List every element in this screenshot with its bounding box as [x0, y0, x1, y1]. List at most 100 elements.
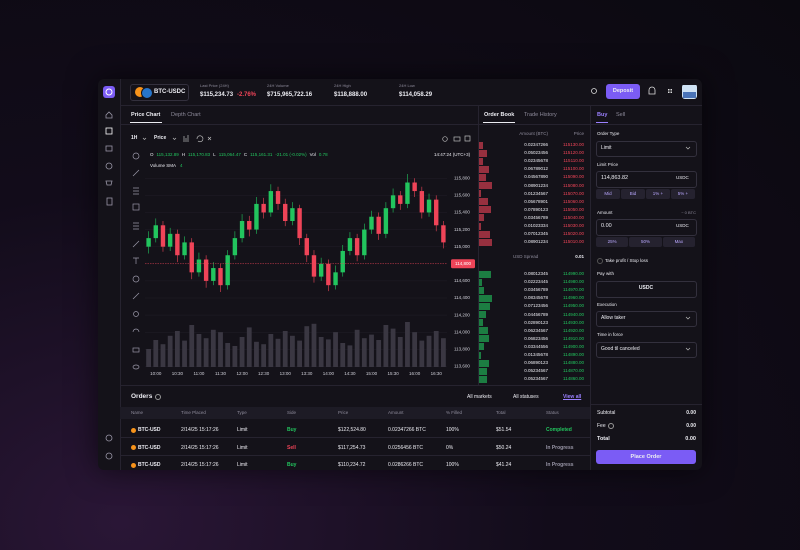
- tool-fib[interactable]: [133, 187, 139, 195]
- volume-bar: [369, 334, 374, 367]
- subtotal: 0.00: [686, 410, 696, 416]
- place-order-button[interactable]: [596, 450, 696, 464]
- nav-settings[interactable]: [105, 452, 113, 460]
- tool-magnet[interactable]: [132, 328, 140, 333]
- column-header: % Filled: [446, 410, 463, 415]
- tool-channel[interactable]: [133, 222, 139, 230]
- volume-bar: [419, 340, 425, 367]
- pay-with-button[interactable]: [596, 281, 697, 298]
- apps-icon[interactable]: [668, 89, 672, 93]
- order-type-select[interactable]: [596, 141, 697, 157]
- candle-body: [203, 259, 209, 281]
- x-tick-label: 13:00: [280, 371, 292, 376]
- info-icon[interactable]: [608, 423, 614, 429]
- quick-button-label: 1% +: [652, 191, 664, 196]
- nav-history[interactable]: [105, 162, 113, 170]
- price: 114980.00: [563, 279, 584, 285]
- candle-body: [354, 238, 360, 256]
- limit-price-input[interactable]: [596, 171, 697, 188]
- tab[interactable]: Sell: [616, 112, 626, 118]
- tool-eye[interactable]: [132, 364, 140, 370]
- chevron[interactable]: [142, 137, 147, 140]
- tool-zoom[interactable]: [133, 311, 139, 317]
- tab[interactable]: Price Chart: [131, 112, 161, 118]
- x-tick-label: 14:00: [323, 371, 335, 376]
- tif-select[interactable]: [596, 342, 697, 358]
- price: 114960.00: [563, 295, 584, 301]
- price: 115030.00: [563, 223, 584, 228]
- candle-body: [290, 208, 295, 222]
- quick-button[interactable]: [671, 189, 695, 199]
- quick-button-label: Bid: [629, 191, 637, 196]
- bell-icon[interactable]: [648, 86, 656, 95]
- tool-emoji[interactable]: [132, 275, 140, 283]
- field-label: Execution: [597, 302, 617, 307]
- tool-rect[interactable]: [132, 203, 140, 211]
- indicators-icon[interactable]: [183, 135, 189, 142]
- search-icon[interactable]: [591, 88, 597, 94]
- tool-brush[interactable]: [132, 240, 140, 248]
- tab[interactable]: Order Book: [484, 112, 515, 118]
- tool-crosshair[interactable]: [132, 152, 140, 160]
- column-header: Type: [237, 410, 247, 415]
- header-icons: [591, 85, 697, 99]
- candle-body: [232, 238, 238, 256]
- nav-docs[interactable]: [106, 197, 113, 206]
- amount-hint: ~ 0 BTC: [681, 210, 696, 215]
- tab[interactable]: Trade History: [524, 112, 557, 118]
- nav-shop[interactable]: [105, 180, 113, 186]
- chart-mode[interactable]: Price: [154, 135, 167, 141]
- amount-input[interactable]: [596, 219, 697, 236]
- x-tick-label: 12:30: [258, 371, 270, 376]
- depth-bar: [479, 173, 486, 181]
- deposit-button[interactable]: [606, 84, 640, 99]
- price: 114910.00: [563, 335, 584, 341]
- tool-text[interactable]: [133, 257, 139, 264]
- nav-support[interactable]: [105, 434, 113, 442]
- view-all[interactable]: View all: [563, 394, 582, 400]
- x-tick-label: 16:00: [409, 371, 421, 376]
- quick-button[interactable]: [629, 237, 662, 247]
- y-tick-label: 115,800: [454, 175, 470, 180]
- amount: 0.08345678: [524, 295, 548, 301]
- redo-icon[interactable]: [207, 136, 212, 141]
- nav-home[interactable]: [105, 111, 113, 119]
- interval[interactable]: 1H: [131, 135, 138, 141]
- undo-icon[interactable]: [196, 135, 204, 143]
- volume-bar: [290, 335, 295, 367]
- quick-button[interactable]: [662, 237, 695, 247]
- volume-bar: [433, 331, 439, 367]
- filter[interactable]: All markets: [467, 394, 492, 400]
- price: 114950.00: [563, 303, 584, 309]
- tab[interactable]: Depth Chart: [171, 112, 201, 118]
- order-type: Limit: [601, 145, 612, 151]
- depth-bar: [479, 335, 490, 343]
- quick-button[interactable]: [621, 189, 645, 199]
- tool-line[interactable]: [132, 169, 140, 177]
- search-icon[interactable]: [442, 136, 448, 142]
- price: 115050.00: [563, 206, 584, 212]
- info-icon[interactable]: [155, 394, 161, 400]
- amount: 0.03344556: [524, 343, 548, 349]
- price: 115090.00: [563, 174, 584, 180]
- checkbox[interactable]: [597, 258, 603, 264]
- nav-trade[interactable]: [105, 127, 113, 135]
- execution-select[interactable]: [596, 311, 697, 327]
- quick-button[interactable]: [596, 189, 620, 199]
- tool-lock[interactable]: [132, 347, 140, 353]
- quick-button[interactable]: [596, 237, 629, 247]
- pair-selector[interactable]: [130, 84, 189, 101]
- fullscreen-icon[interactable]: [464, 135, 471, 142]
- quick-button[interactable]: [646, 189, 670, 199]
- nav-wallet[interactable]: [105, 145, 113, 152]
- x-tick-label: 10:30: [172, 371, 184, 376]
- amount: 0.06234567: [524, 327, 548, 333]
- tab[interactable]: Buy: [597, 112, 608, 118]
- filter[interactable]: All statuses: [513, 394, 539, 400]
- volume-bar: [333, 332, 338, 367]
- camera-icon[interactable]: [453, 136, 461, 142]
- depth-bar: [479, 149, 487, 157]
- tool-ruler[interactable]: [132, 292, 140, 300]
- price: 115060.00: [563, 198, 584, 204]
- chevron[interactable]: [172, 137, 177, 140]
